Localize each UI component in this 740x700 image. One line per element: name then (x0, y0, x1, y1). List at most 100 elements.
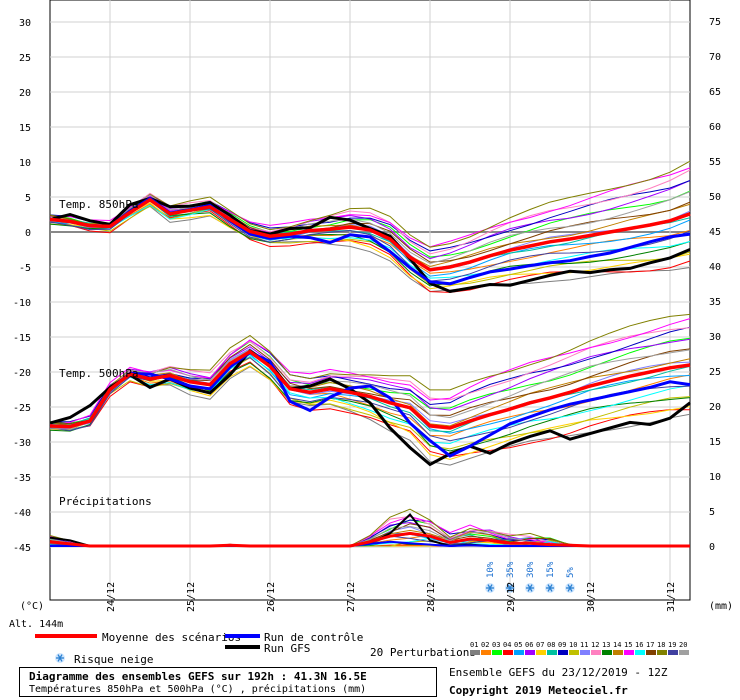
perturbation-swatch (624, 650, 634, 655)
perturbation-swatch (580, 650, 590, 655)
perturbation-number: 04 (503, 641, 511, 649)
plot-frame (49, 0, 691, 601)
left-tick-label: -45 (13, 543, 31, 554)
snowflake-icon (55, 653, 65, 663)
right-tick-label: 65 (709, 87, 721, 98)
perturbation-number: 06 (525, 641, 533, 649)
right-tick-label: 75 (709, 17, 721, 28)
perturbation-swatch (547, 650, 557, 655)
legend-gfs-label: Run GFS (264, 642, 310, 655)
snowflake-icon (545, 583, 555, 593)
snowflake-icon (525, 583, 535, 593)
snow-risk-pct: 30% (526, 561, 536, 578)
date-axis-ticks: 24/12 25/12 26/12 27/12 28/12 29/12 30/12 31/12 (106, 582, 677, 612)
perturbation-number: 05 (514, 641, 522, 649)
date-tick-label: 25/12 (186, 582, 197, 612)
left-tick-label: 5 (25, 193, 31, 204)
date-tick-label: 30/12 (586, 582, 597, 612)
right-tick-label: 40 (709, 262, 721, 273)
perturbation-swatch (514, 650, 524, 655)
left-tick-label: -35 (13, 473, 31, 484)
perturbation-color-legend: 01 02 03 04 05 06 07 08 09 10 11 12 13 14 15 16 17 18 19 20 (470, 641, 689, 655)
right-tick-label: 15 (709, 437, 721, 448)
perturbation-number: 07 (536, 641, 544, 649)
perturbation-swatch (646, 650, 656, 655)
perturbation-line-850 (49, 169, 691, 255)
series-line-850 (49, 197, 691, 272)
perturbation-swatch (668, 650, 678, 655)
snow-risk-pct: 35% (506, 561, 516, 578)
snowflake-arm (567, 584, 573, 592)
left-tick-label: -25 (13, 403, 31, 414)
perturbation-number: 17 (646, 641, 654, 649)
left-tick-label: 0 (25, 228, 31, 239)
perturbation-number: 02 (481, 641, 489, 649)
date-tick-label: 29/12 (506, 582, 517, 612)
info-box: Diagramme des ensembles GEFS sur 192h : … (19, 667, 437, 697)
date-tick-label: 28/12 (426, 582, 437, 612)
series-line-500 (49, 349, 691, 467)
left-axis-ticks: 30 25 20 15 10 5 0 -5 -10 -15 -20 -25 -30 -35 -40 -45 (13, 18, 31, 554)
right-tick-label: 20 (709, 402, 721, 413)
date-tick-label: 31/12 (666, 582, 677, 612)
right-tick-label: 25 (709, 367, 721, 378)
left-tick-label: 25 (19, 53, 31, 64)
snowflake-arm (547, 584, 553, 592)
snowflake-arm (507, 584, 513, 592)
perturbation-swatch (657, 650, 667, 655)
perturbation-line-850 (49, 160, 691, 248)
perturbation-swatch (602, 650, 612, 655)
series-line-precip (49, 531, 690, 548)
perturbation-swatch (525, 650, 535, 655)
snow-risk-pct: 15% (546, 561, 556, 578)
left-tick-label: -5 (19, 263, 31, 274)
snowflake-arm (57, 654, 63, 662)
snowflake-icon (55, 653, 65, 663)
right-tick-label: 30 (709, 332, 721, 343)
right-tick-label: 50 (709, 192, 721, 203)
left-tick-label: 20 (19, 88, 31, 99)
perturbation-line-850 (49, 205, 691, 292)
perturbation-number: 10 (569, 641, 577, 649)
left-tick-label: -10 (13, 298, 31, 309)
date-tick-label: 27/12 (346, 582, 357, 612)
snowflake-icon (485, 583, 495, 593)
right-tick-label: 70 (709, 52, 721, 63)
legend-snow-label: Risque neige (74, 653, 153, 666)
perturbation-swatch (558, 650, 568, 655)
snowflake-icon (505, 583, 515, 593)
perturbation-number: 15 (624, 641, 632, 649)
perturbation-swatch (679, 650, 689, 655)
perturbation-number: 01 (470, 641, 478, 649)
perturbation-number: 20 (679, 641, 687, 649)
snowflake-arm (487, 584, 493, 592)
perturbation-swatch (503, 650, 513, 655)
perturbation-swatch (481, 650, 491, 655)
section-label-500: Temp. 500hPa (59, 367, 138, 380)
left-tick-label: -30 (13, 438, 31, 449)
main-series-lines (49, 196, 691, 548)
left-tick-label: -15 (13, 333, 31, 344)
perturbation-number: 13 (602, 641, 610, 649)
legend-control-label: Run de contrôle (264, 631, 363, 644)
info-subtitle: Températures 850hPa et 500hPa (°C) , pré… (29, 684, 367, 695)
right-tick-label: 0 (709, 542, 715, 553)
chart-grid (49, 0, 691, 601)
right-tick-label: 10 (709, 472, 721, 483)
right-tick-label: 60 (709, 122, 721, 133)
perturbation-number: 16 (635, 641, 643, 649)
left-tick-label: -40 (13, 508, 31, 519)
perturbation-swatch (492, 650, 502, 655)
info-title: Diagramme des ensembles GEFS sur 192h : … (29, 670, 367, 683)
left-tick-label: -20 (13, 368, 31, 379)
legend-perturbations-label: 20 Perturbations (370, 646, 476, 659)
altitude-label: Alt. 144m (9, 619, 63, 630)
copyright: Copyright 2019 Meteociel.fr (449, 684, 628, 697)
snow-risk-pct: 10% (486, 561, 496, 578)
perturbation-number: 14 (613, 641, 621, 649)
left-tick-label: 30 (19, 18, 31, 29)
perturbation-swatch (569, 650, 579, 655)
run-info: Ensemble GEFS du 23/12/2019 - 12Z (449, 666, 668, 679)
snow-risk-pct: 5% (566, 567, 576, 578)
